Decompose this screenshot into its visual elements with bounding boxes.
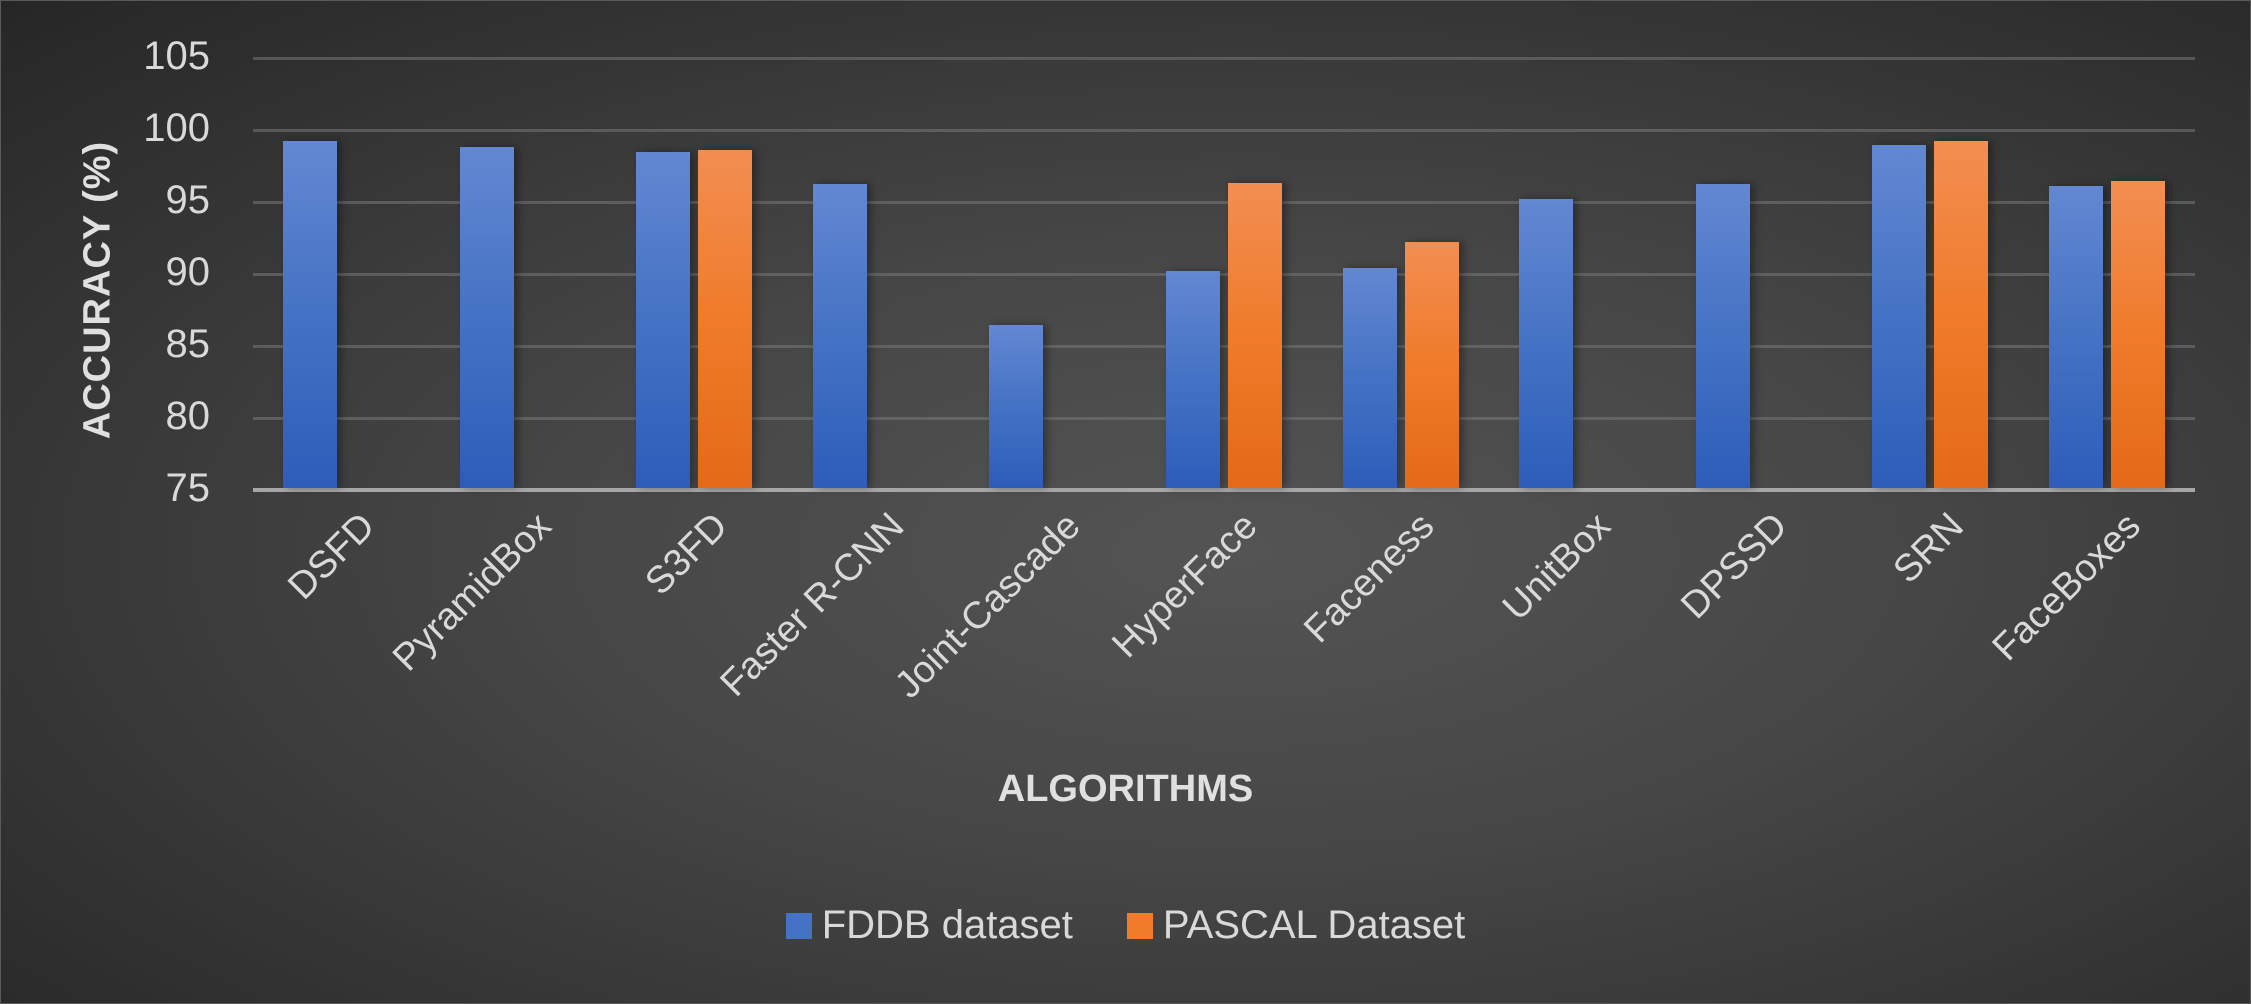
- gridline: [253, 57, 2195, 60]
- bar-fddb-joint-cascade[interactable]: [989, 325, 1044, 488]
- bar-fddb-hyperface[interactable]: [1166, 270, 1220, 488]
- gridline: [253, 129, 2195, 132]
- x-axis-title: ALGORITHMS: [997, 768, 1254, 810]
- bar-pascal-faceboxes[interactable]: [2110, 181, 2165, 488]
- gridline: [253, 273, 2195, 276]
- bar-fddb-faceness[interactable]: [1342, 267, 1397, 488]
- y-tick-label: 100: [143, 106, 210, 150]
- y-tick-label: 95: [165, 178, 211, 222]
- bar-pascal-faceness[interactable]: [1404, 241, 1459, 488]
- legend-item-fddb[interactable]: FDDB dataset: [785, 903, 1073, 948]
- bar-pascal-srn[interactable]: [1934, 140, 1989, 488]
- bar-pascal-s3fd[interactable]: [698, 149, 753, 488]
- y-tick-label: 80: [165, 394, 211, 438]
- bar-fddb-dsfd[interactable]: [283, 140, 338, 488]
- gridline: [253, 345, 2195, 348]
- bar-fddb-s3fd[interactable]: [636, 152, 691, 488]
- bar-fddb-dpssd[interactable]: [1695, 184, 1750, 488]
- bar-fddb-faster-r-cnn[interactable]: [812, 184, 867, 488]
- legend-label-pascal: PASCAL Dataset: [1162, 903, 1466, 947]
- gridline: [253, 201, 2195, 204]
- legend-label-fddb: FDDB dataset: [821, 903, 1073, 947]
- legend: FDDB dataset PASCAL Dataset: [0, 903, 2251, 948]
- legend-swatch-fddb: [785, 912, 812, 939]
- x-axis-line: [253, 488, 2195, 492]
- y-tick-label: 75: [165, 466, 211, 510]
- legend-swatch-pascal: [1126, 912, 1153, 939]
- bar-fddb-faceboxes[interactable]: [2048, 185, 2103, 488]
- plot-area: [253, 57, 2195, 492]
- y-tick-label: 90: [165, 250, 211, 294]
- y-tick-label: 105: [143, 34, 210, 78]
- gridline: [253, 417, 2195, 420]
- bar-pascal-hyperface[interactable]: [1228, 182, 1282, 488]
- bar-fddb-unitbox[interactable]: [1519, 198, 1574, 488]
- bar-fddb-pyramidbox[interactable]: [459, 146, 514, 488]
- y-tick-label: 85: [165, 322, 211, 366]
- bar-fddb-srn[interactable]: [1872, 145, 1927, 488]
- legend-item-pascal[interactable]: PASCAL Dataset: [1126, 903, 1466, 948]
